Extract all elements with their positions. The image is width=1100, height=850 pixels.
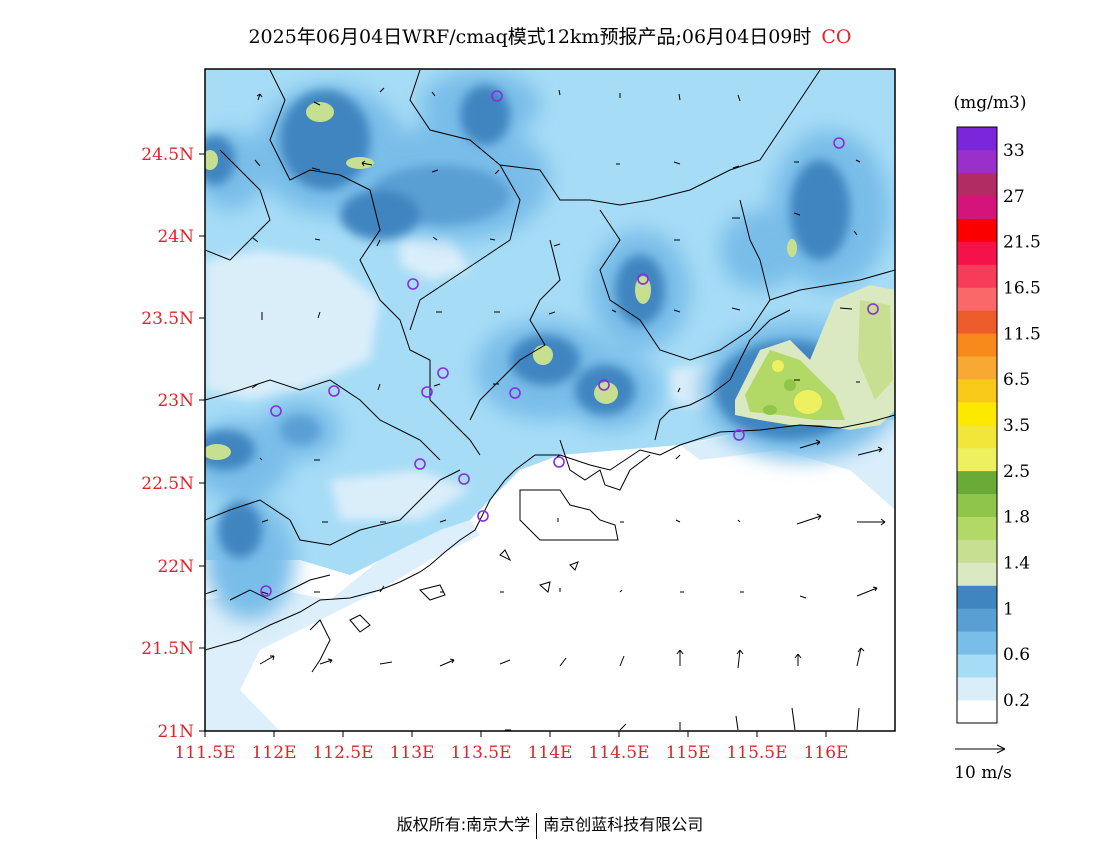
colorbar-swatch bbox=[957, 539, 997, 563]
lat-label: 23N bbox=[157, 391, 194, 411]
colorbar-label: 0.2 bbox=[1003, 691, 1030, 711]
lat-label: 21N bbox=[157, 722, 194, 742]
colorbar-swatch bbox=[957, 127, 997, 151]
station-marker bbox=[328, 385, 340, 397]
station-marker bbox=[867, 303, 879, 315]
lat-label: 22N bbox=[157, 557, 194, 577]
station-marker bbox=[414, 458, 426, 470]
lon-label: 113E bbox=[390, 743, 435, 763]
colorbar-swatch bbox=[957, 447, 997, 472]
station-marker bbox=[458, 473, 470, 485]
colorbar-swatch bbox=[957, 379, 997, 403]
colorbar-swatch bbox=[957, 493, 997, 517]
lat-label: 24.5N bbox=[141, 145, 194, 165]
colorbar-swatch bbox=[957, 172, 997, 197]
colorbar-label: 0.6 bbox=[1003, 645, 1030, 665]
wind-legend: 10 m/s bbox=[954, 744, 1012, 783]
station-marker bbox=[437, 367, 449, 379]
lon-label: 114E bbox=[528, 743, 573, 763]
lon-label: 112E bbox=[252, 743, 297, 763]
colorbar-label: 16.5 bbox=[1003, 278, 1041, 298]
latitude-labels: 24.5N 24N 23.5N 23N 22.5N 22N 21.5N 21N bbox=[141, 145, 194, 742]
title-text: 2025年06月04日WRF/cmaq模式12km预报产品;06月04日09时 bbox=[248, 26, 812, 48]
station-marker bbox=[509, 387, 521, 399]
colorbar-swatch bbox=[957, 516, 997, 540]
colorbar-swatch bbox=[957, 631, 997, 655]
copyright-footer: 版权所有:南京大学 南京创蓝科技有限公司 bbox=[0, 811, 1100, 839]
colorbar-swatch bbox=[957, 402, 997, 426]
wind-vectors bbox=[205, 87, 886, 731]
colorbar-swatch bbox=[957, 195, 997, 219]
station-marker bbox=[407, 278, 419, 290]
lon-label: 116E bbox=[804, 743, 849, 763]
station-marker bbox=[598, 379, 610, 391]
longitude-labels: 111.5E 112E 112.5E 113E 113.5E 114E 114.… bbox=[174, 743, 848, 763]
colorbar-swatch bbox=[957, 241, 997, 265]
colorbar-label: 1.4 bbox=[1003, 554, 1030, 574]
station-marker bbox=[733, 429, 745, 441]
colorbar-label: 21.5 bbox=[1003, 233, 1041, 253]
copyright-company: 南京创蓝科技有限公司 bbox=[543, 815, 704, 834]
colorbar-label: 1.8 bbox=[1003, 508, 1030, 528]
colorbar-unit: (mg/m3) bbox=[954, 93, 1027, 113]
wind-legend-label: 10 m/s bbox=[954, 763, 1012, 783]
lon-label: 114.5E bbox=[588, 743, 649, 763]
colorbar-swatch bbox=[957, 264, 997, 288]
copyright-owner: 版权所有:南京大学 bbox=[396, 815, 531, 834]
colorbar-swatch bbox=[957, 654, 997, 678]
colorbar-label: 33 bbox=[1003, 141, 1025, 161]
lon-label: 113.5E bbox=[450, 743, 511, 763]
lat-label: 21.5N bbox=[141, 639, 194, 659]
station-markers bbox=[260, 90, 879, 597]
coastline-boundaries bbox=[205, 69, 895, 673]
divider bbox=[536, 812, 538, 839]
colorbar-label: 27 bbox=[1003, 187, 1025, 207]
colorbar-swatch bbox=[957, 149, 997, 174]
colorbar-label: 6.5 bbox=[1003, 370, 1030, 390]
station-marker bbox=[477, 510, 489, 522]
station-marker bbox=[637, 273, 649, 285]
map-title: 2025年06月04日WRF/cmaq模式12km预报产品;06月04日09时 C… bbox=[0, 22, 1100, 49]
colorbar-labels: 0.2 0.6 1 1.4 1.8 2.5 3.5 6.5 11.5 16.5 21.5 27 33 bbox=[1003, 141, 1041, 711]
station-marker bbox=[421, 386, 433, 398]
station-marker bbox=[270, 405, 282, 417]
station-marker bbox=[491, 90, 503, 102]
colorbar-swatch bbox=[957, 585, 997, 609]
colorbar-swatch bbox=[957, 218, 997, 242]
lon-label: 111.5E bbox=[174, 743, 235, 763]
lat-label: 22.5N bbox=[141, 474, 194, 494]
station-marker bbox=[260, 585, 272, 597]
colorbar bbox=[957, 127, 997, 724]
colorbar-swatch bbox=[957, 562, 997, 586]
colorbar-swatch bbox=[957, 608, 997, 632]
colorbar-label: 2.5 bbox=[1003, 462, 1030, 482]
colorbar-swatch bbox=[957, 677, 997, 701]
station-marker bbox=[553, 456, 565, 468]
colorbar-frame bbox=[956, 126, 998, 724]
colorbar-swatch bbox=[957, 700, 997, 724]
colorbar-swatch bbox=[957, 310, 997, 334]
lon-label: 112.5E bbox=[312, 743, 373, 763]
station-marker bbox=[833, 137, 845, 149]
lon-label: 115.5E bbox=[726, 743, 787, 763]
colorbar-swatch bbox=[957, 425, 997, 449]
colorbar-swatch bbox=[957, 333, 997, 357]
arrow-head-icon bbox=[996, 744, 1006, 754]
lat-label: 24N bbox=[157, 227, 194, 247]
colorbar-swatch bbox=[957, 356, 997, 380]
co-concentration-field bbox=[205, 69, 895, 731]
colorbar-label: 1 bbox=[1003, 599, 1014, 619]
colorbar-label: 3.5 bbox=[1003, 416, 1030, 436]
species-label: CO bbox=[821, 26, 852, 48]
lon-label: 115E bbox=[666, 743, 711, 763]
colorbar-swatch bbox=[957, 470, 997, 495]
colorbar-label: 11.5 bbox=[1003, 324, 1041, 344]
axis-ticks bbox=[199, 153, 827, 737]
lat-label: 23.5N bbox=[141, 309, 194, 329]
colorbar-swatch bbox=[957, 287, 997, 311]
